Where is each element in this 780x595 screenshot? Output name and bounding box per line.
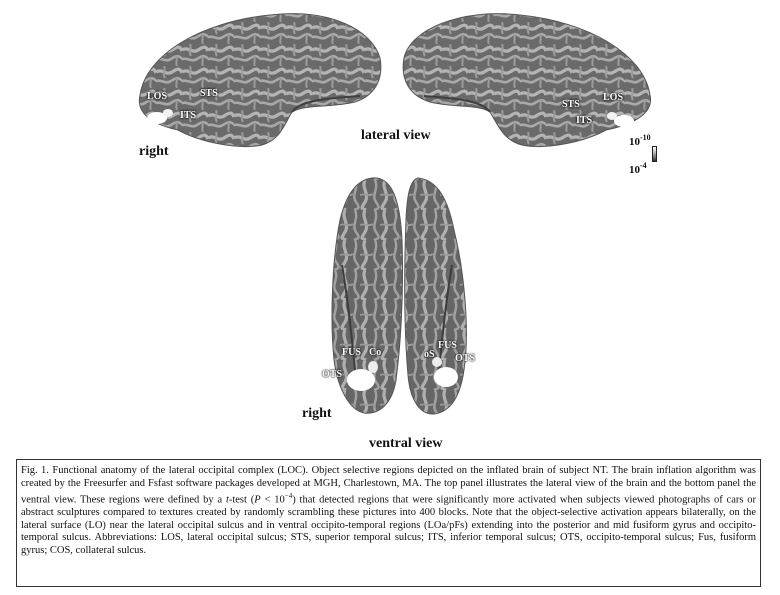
ventral-view-title: ventral view	[369, 436, 443, 451]
significance-color-scale	[652, 146, 657, 162]
ventral-right-hemisphere	[404, 177, 467, 415]
scale-high-label: 10-10	[629, 133, 651, 148]
scale-low-label: 10-4	[629, 161, 647, 176]
fus-label-right: FUS	[438, 340, 457, 351]
its-label-right: ITS	[576, 115, 593, 126]
lateral-left-hemisphere	[138, 13, 382, 148]
ventral-left-hemisphere	[331, 177, 404, 414]
los-label-left: LOS	[147, 91, 168, 102]
ots-label-left: OTS	[322, 369, 343, 380]
los-label-right: LOS	[603, 92, 624, 103]
figure-caption: Fig. 1. Functional anatomy of the latera…	[21, 465, 757, 557]
sts-label-right: STS	[562, 99, 580, 110]
lateral-right-hemisphere	[402, 13, 652, 148]
right-label-ventral: right	[302, 406, 332, 421]
cos-label-left: Co	[369, 347, 382, 358]
brain-figure: LOS STS ITS right lateral view LOS STS I…	[138, 13, 657, 451]
cos-label-right: oS	[424, 349, 435, 360]
lateral-view-title: lateral view	[361, 128, 431, 143]
figure-caption-box: Fig. 1. Functional anatomy of the latera…	[16, 459, 761, 587]
right-label-lateral: right	[139, 144, 169, 159]
its-label-left: ITS	[180, 110, 197, 121]
brain-images	[138, 13, 652, 415]
sts-label-left: STS	[200, 88, 218, 99]
ots-label-right: OTS	[455, 353, 476, 364]
fus-label-left: FUS	[342, 347, 361, 358]
